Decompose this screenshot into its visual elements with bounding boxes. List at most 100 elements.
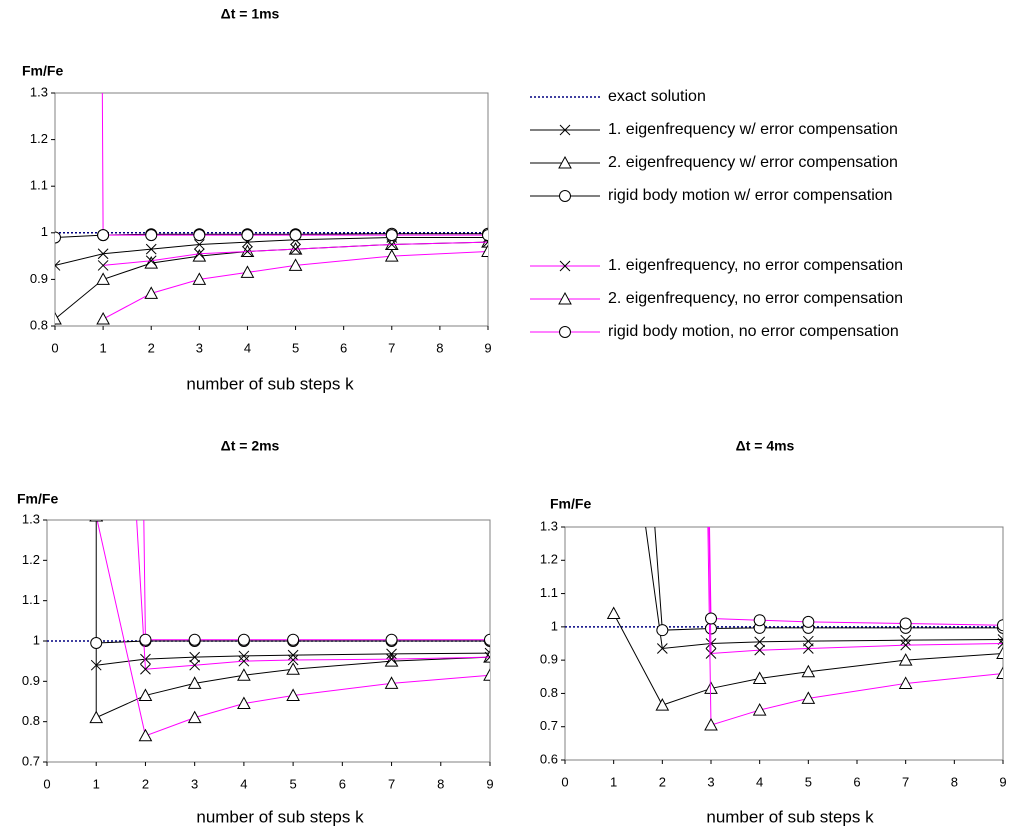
y-tick-label: 1: [33, 632, 40, 647]
marker-cross: [145, 243, 157, 255]
marker-cross: [997, 634, 1003, 645]
marker-triangle: [483, 650, 490, 663]
x-tick-label: 6: [339, 776, 346, 791]
marker-cross: [238, 650, 250, 662]
series-group: [565, 527, 1003, 731]
y-tick-label: 1.2: [540, 552, 558, 567]
y-tick-label: 0.8: [22, 713, 40, 728]
marker-cross: [802, 643, 814, 654]
series-line: [55, 236, 488, 266]
marker-cross: [193, 239, 205, 250]
marker-cross: [189, 659, 201, 671]
marker-triangle: [187, 710, 202, 724]
marker-circle: [899, 617, 912, 630]
marker-circle: [145, 229, 158, 242]
marker-triangle: [481, 244, 488, 257]
series-group: [47, 520, 490, 742]
x-tick-label: 5: [289, 776, 296, 791]
marker-triangle: [96, 311, 110, 325]
marker-cross: [754, 644, 766, 656]
marker-triangle: [240, 265, 255, 278]
x-tick-label: 6: [340, 340, 347, 355]
y-axis-label: Fm/Fe: [22, 63, 63, 79]
y-tick-label: 0.9: [540, 652, 558, 667]
marker-cross: [997, 638, 1003, 649]
marker-circle: [237, 633, 250, 646]
marker-circle: [559, 326, 571, 338]
y-tick-label: 0.8: [540, 685, 558, 700]
x-tick-label: 2: [142, 776, 149, 791]
marker-cross: [140, 663, 151, 675]
marker-circle: [193, 229, 206, 242]
marker-cross: [705, 648, 717, 659]
marker-triangle: [384, 676, 399, 689]
plot-area: [564, 526, 1004, 761]
marker-triangle: [187, 676, 202, 689]
marker-cross: [189, 651, 201, 663]
marker-triangle: [237, 696, 251, 710]
x-tick-label: 5: [805, 774, 812, 789]
marker-triangle: [89, 710, 104, 724]
marker-triangle: [898, 653, 913, 666]
y-tick-label: 1.2: [22, 552, 40, 567]
legend-label: rigid body motion w/ error compensation: [608, 187, 893, 204]
y-tick-label: 1: [551, 618, 558, 633]
x-tick-label: 8: [437, 776, 444, 791]
y-tick-label: 1.3: [22, 511, 40, 526]
x-axis-label: number of sub steps k: [186, 374, 354, 393]
legend-label: exact solution: [608, 88, 706, 105]
marker-triangle: [752, 671, 767, 684]
marker-cross: [656, 643, 668, 654]
marker-triangle: [801, 691, 816, 704]
marker-cross: [55, 260, 61, 271]
marker-triangle: [192, 272, 207, 285]
marker-cross: [559, 260, 571, 272]
y-tick-label: 0.8: [30, 317, 48, 332]
marker-cross: [386, 239, 398, 250]
marker-triangle: [384, 249, 399, 262]
x-tick-label: 9: [484, 340, 491, 355]
marker-triangle: [655, 698, 670, 711]
marker-cross: [287, 649, 299, 661]
x-tick-label: 8: [951, 774, 958, 789]
legend-label: rigid body motion, no error compensation: [608, 323, 899, 340]
marker-circle: [482, 229, 488, 242]
marker-triangle: [89, 520, 104, 522]
legend-label: 1. eigenfrequency w/ error compensation: [608, 121, 898, 138]
marker-cross: [386, 653, 397, 665]
series-line: [707, 527, 1003, 726]
marker-circle: [385, 633, 398, 646]
series-line: [95, 520, 490, 719]
y-tick-label: 1: [41, 224, 48, 239]
x-tick-label: 0: [561, 774, 568, 789]
marker-circle: [55, 231, 61, 244]
plot-area: [54, 92, 489, 327]
marker-circle: [484, 633, 490, 646]
marker-circle: [997, 619, 1003, 632]
y-tick-label: 1.1: [22, 592, 40, 607]
marker-cross: [97, 260, 109, 271]
marker-cross: [145, 255, 157, 267]
marker-circle: [802, 615, 815, 628]
y-tick-label: 1.3: [30, 84, 48, 99]
marker-triangle: [996, 646, 1003, 659]
marker-triangle: [144, 286, 159, 299]
marker-triangle: [55, 311, 62, 325]
x-tick-label: 3: [707, 774, 714, 789]
x-tick-label: 9: [486, 776, 493, 791]
x-tick-label: 8: [436, 340, 443, 355]
marker-cross: [484, 651, 490, 663]
marker-triangle: [138, 688, 153, 701]
marker-circle: [753, 614, 766, 627]
marker-circle: [241, 229, 254, 242]
x-tick-label: 7: [902, 774, 909, 789]
chart-title: Δt = 4ms: [736, 438, 795, 454]
marker-circle: [90, 637, 103, 650]
x-tick-label: 0: [51, 340, 58, 355]
marker-circle: [139, 633, 152, 646]
y-axis-label: Fm/Fe: [17, 491, 58, 507]
x-tick-label: 4: [240, 776, 247, 791]
series-line: [708, 527, 1003, 655]
marker-circle: [97, 229, 110, 242]
